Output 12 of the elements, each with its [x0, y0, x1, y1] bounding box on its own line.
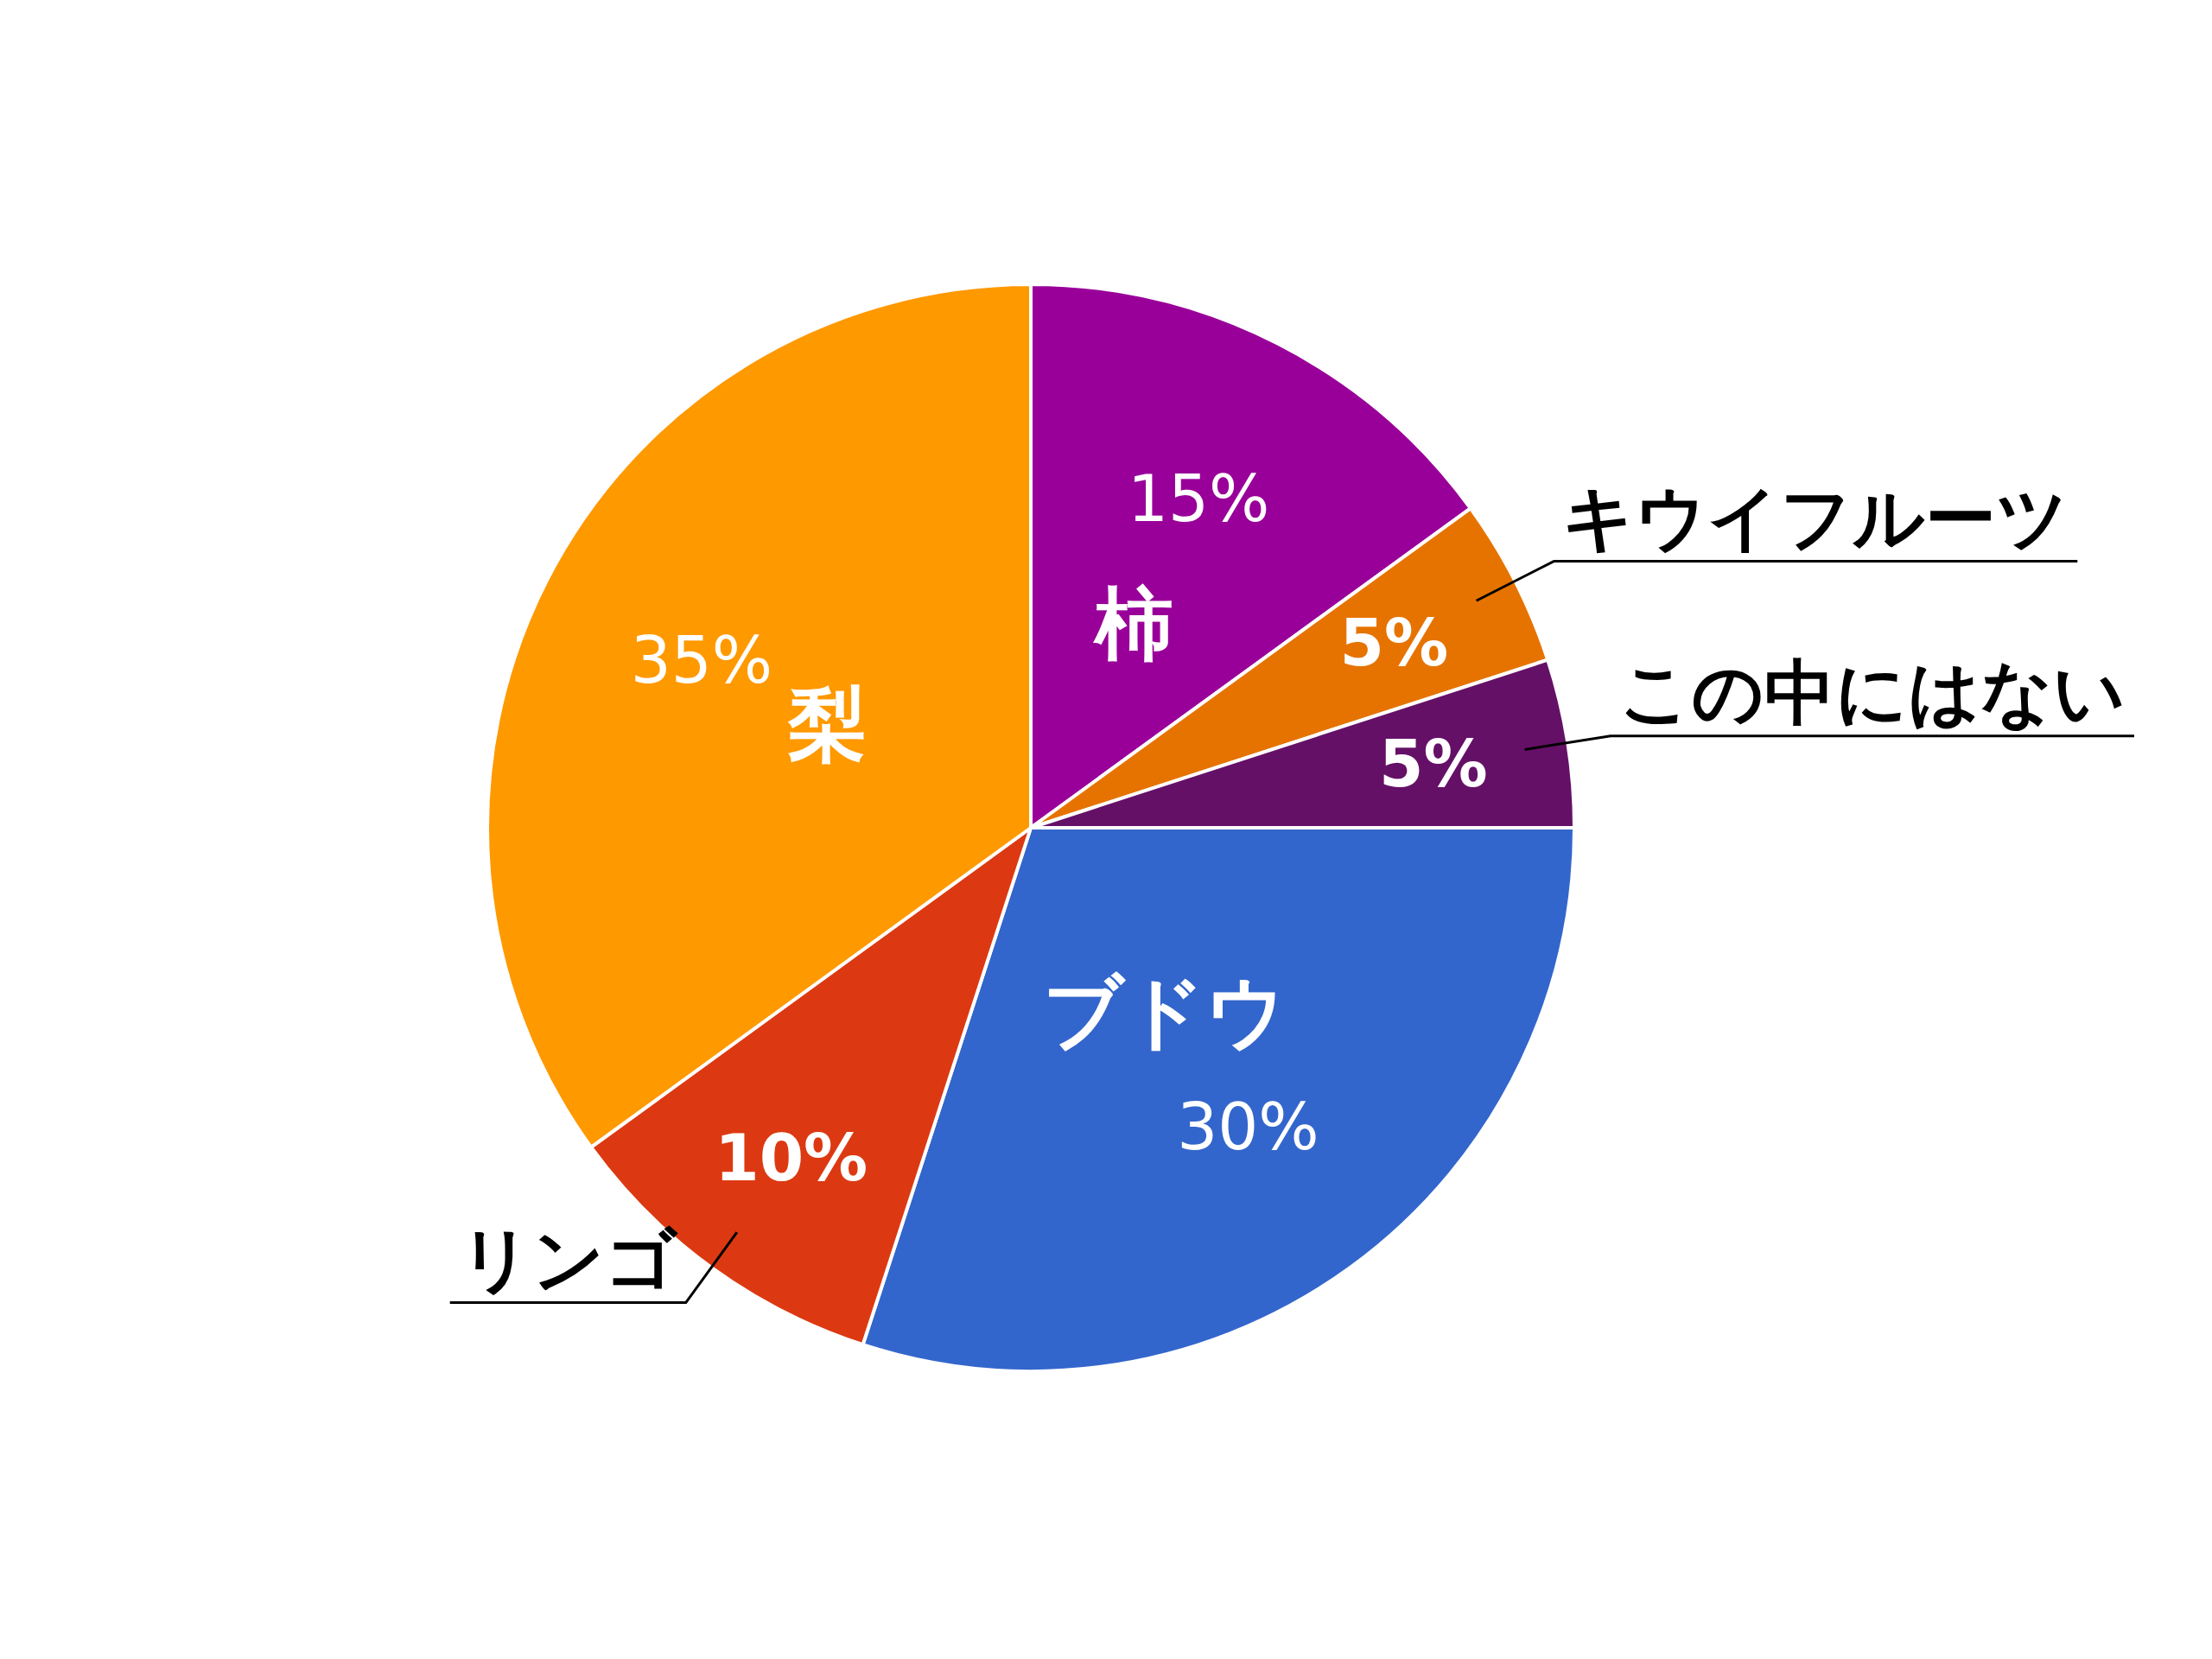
data-label: 10%: [715, 1120, 868, 1195]
slice-label: 梨: [786, 677, 868, 771]
slice-label: この中にはない: [1618, 651, 2126, 734]
slice-label: リンゴ: [459, 1217, 678, 1300]
data-label: 35%: [630, 622, 773, 697]
data-label: 15%: [1127, 461, 1270, 536]
data-label: 30%: [1177, 1090, 1319, 1165]
data-label: 5%: [1339, 605, 1449, 680]
slice-label: キウイフルーツ: [1562, 476, 2069, 559]
slice-label: ブドウ: [1043, 966, 1287, 1059]
slice-label: 柿: [1091, 578, 1174, 671]
data-label: 5%: [1379, 727, 1488, 802]
